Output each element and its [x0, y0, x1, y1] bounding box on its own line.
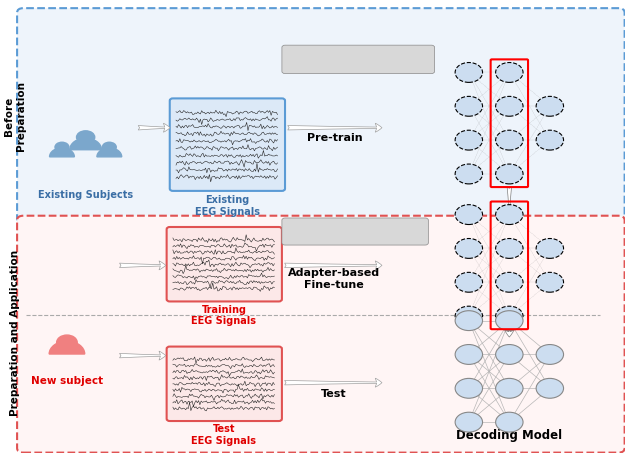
FancyBboxPatch shape	[170, 99, 285, 191]
Circle shape	[496, 63, 523, 82]
Circle shape	[455, 311, 483, 331]
Text: Decoding Model: Decoding Model	[456, 429, 562, 442]
Text: Preparation and Application: Preparation and Application	[10, 250, 20, 416]
Circle shape	[536, 345, 563, 365]
Text: Pre-train: Pre-train	[307, 133, 362, 143]
Circle shape	[496, 205, 523, 225]
Circle shape	[57, 335, 77, 350]
Circle shape	[496, 345, 523, 365]
Circle shape	[455, 96, 483, 116]
Circle shape	[496, 130, 523, 150]
Circle shape	[536, 238, 563, 258]
Circle shape	[455, 412, 483, 432]
Circle shape	[76, 130, 95, 144]
Wedge shape	[97, 148, 121, 157]
FancyBboxPatch shape	[17, 216, 625, 453]
Text: Training
EEG Signals: Training EEG Signals	[192, 305, 257, 326]
Circle shape	[455, 130, 483, 150]
Circle shape	[101, 142, 117, 153]
Text: Fine-tuning Stage: Fine-tuning Stage	[299, 226, 412, 236]
Text: Pre-training Stage: Pre-training Stage	[300, 54, 416, 64]
FancyBboxPatch shape	[167, 346, 282, 421]
FancyBboxPatch shape	[17, 8, 625, 222]
Circle shape	[536, 272, 563, 292]
Text: Test
EEG Signals: Test EEG Signals	[192, 424, 257, 446]
Circle shape	[496, 272, 523, 292]
Text: Existing Subjects: Existing Subjects	[38, 189, 133, 199]
Text: Existing
EEG Signals: Existing EEG Signals	[195, 195, 260, 217]
FancyBboxPatch shape	[167, 227, 282, 301]
Circle shape	[536, 130, 563, 150]
Circle shape	[455, 205, 483, 225]
Wedge shape	[69, 138, 101, 150]
Circle shape	[455, 63, 483, 82]
Circle shape	[455, 345, 483, 365]
Circle shape	[536, 96, 563, 116]
Wedge shape	[49, 148, 74, 157]
Circle shape	[496, 306, 523, 326]
Circle shape	[496, 238, 523, 258]
Circle shape	[496, 311, 523, 331]
Circle shape	[496, 164, 523, 184]
Circle shape	[496, 378, 523, 398]
Circle shape	[455, 378, 483, 398]
Text: Adapter-based
Fine-tune: Adapter-based Fine-tune	[287, 268, 380, 290]
Circle shape	[54, 142, 69, 153]
FancyBboxPatch shape	[282, 218, 428, 245]
Circle shape	[496, 96, 523, 116]
Text: Before
Preparation: Before Preparation	[4, 81, 26, 152]
Circle shape	[496, 412, 523, 432]
Wedge shape	[49, 341, 85, 354]
Text: New subject: New subject	[31, 376, 103, 386]
Circle shape	[455, 238, 483, 258]
Circle shape	[536, 378, 563, 398]
Circle shape	[455, 272, 483, 292]
Circle shape	[455, 164, 483, 184]
FancyBboxPatch shape	[282, 45, 434, 74]
Circle shape	[455, 306, 483, 326]
Text: Test: Test	[321, 389, 346, 399]
